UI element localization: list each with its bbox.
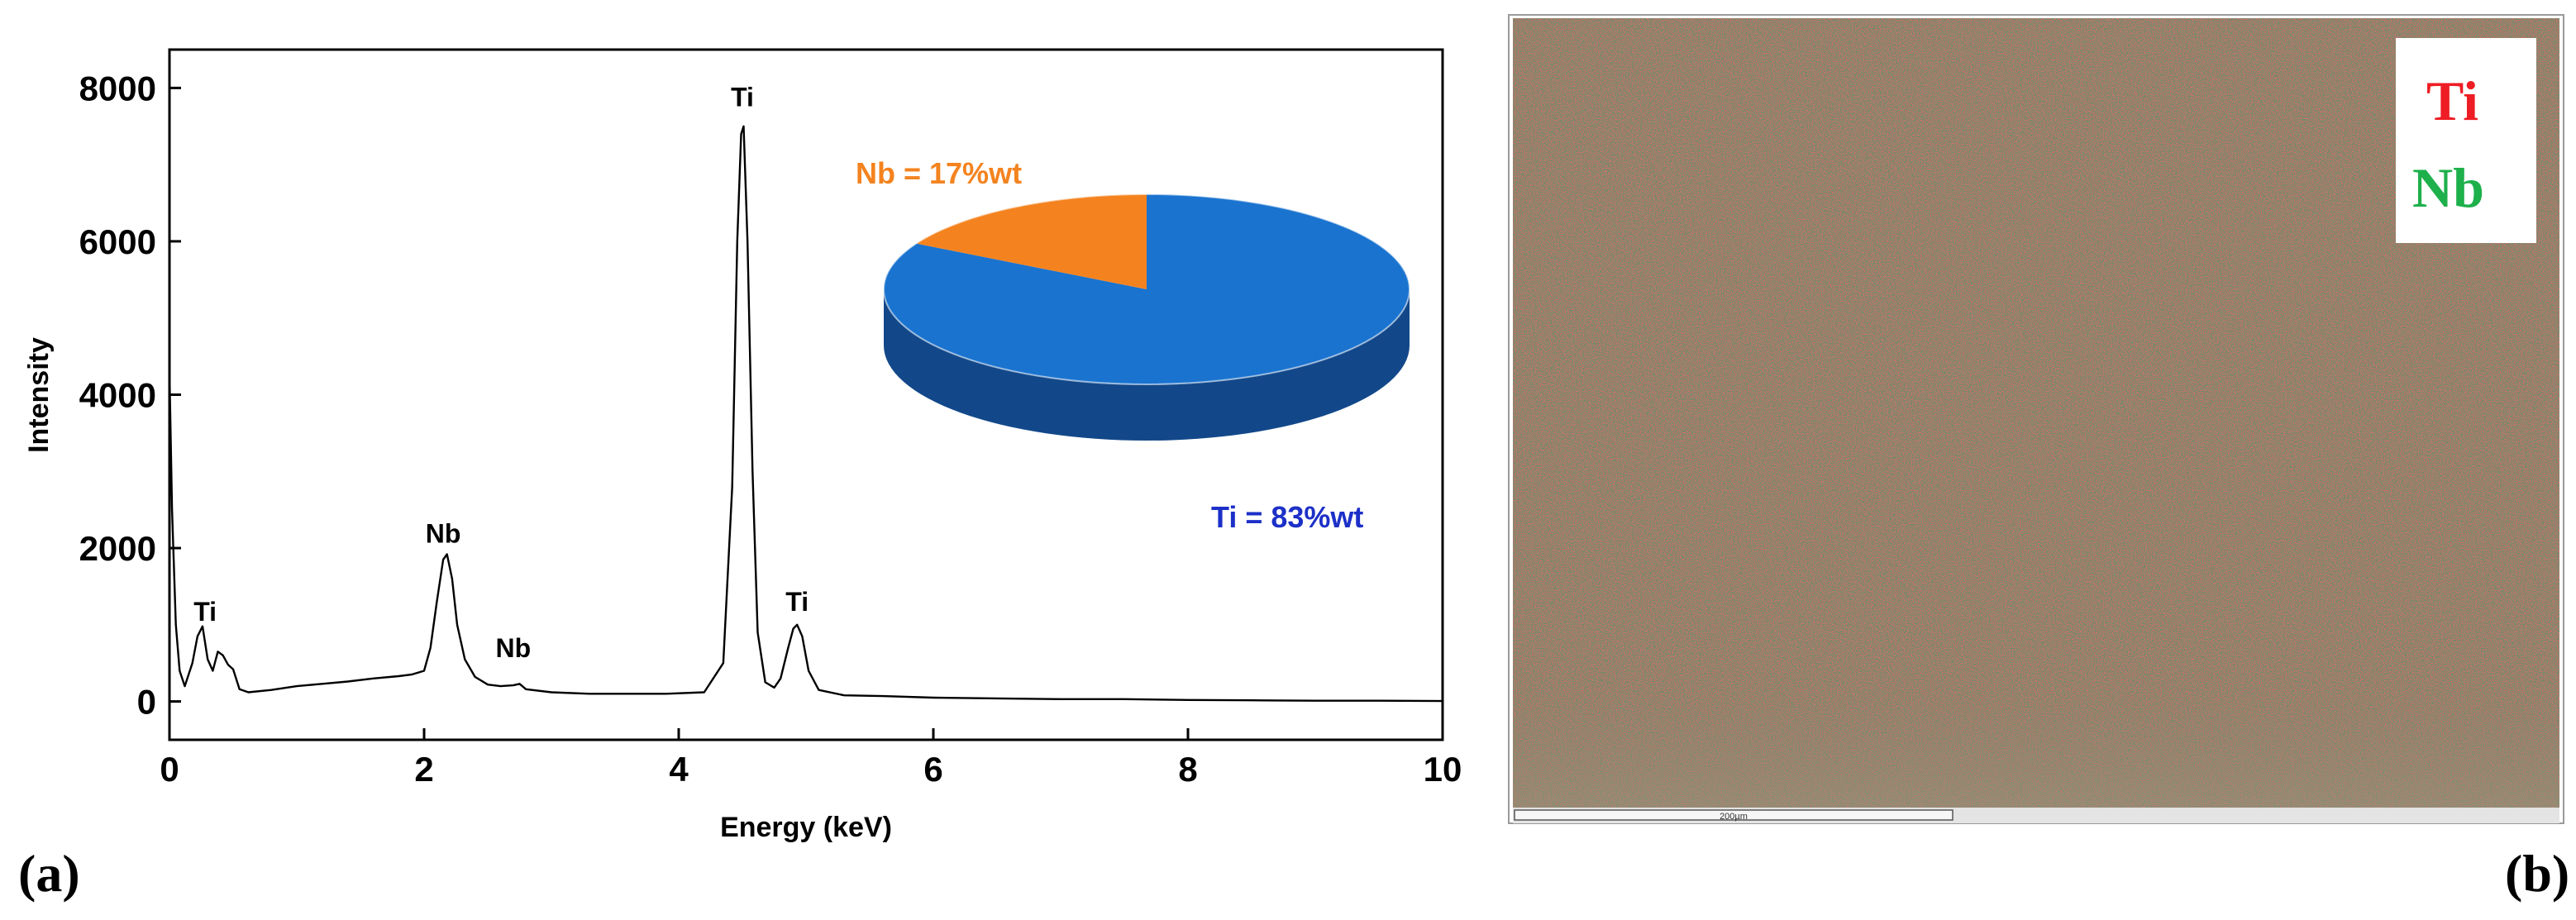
x-tick-label: 10 [1424,750,1462,789]
pie-label-nb: Nb = 17%wt [856,156,1022,190]
y-tick-label: 4000 [79,376,156,415]
composition-pie-chart: Nb = 17%wt Ti = 83%wt [856,156,1410,534]
y-tick-label: 6000 [79,222,156,261]
y-axis-tick-labels: 0 2000 4000 6000 8000 [79,69,156,721]
pie-slice-ti [883,194,1410,384]
panel-label-a: (a) [18,844,80,903]
legend-nb: Nb [2412,156,2484,219]
x-tick-label: 6 [923,750,942,789]
pie-rim [883,193,1410,385]
x-axis-title: Energy (keV) [720,812,892,843]
eds-spectrum-panel: 0 2 4 6 8 10 0 2000 4000 6000 8000 Ti Nb Nb Ti Ti Ene… [18,48,1462,903]
peak-labels: Ti Nb Nb Ti Ti [193,83,809,663]
map-legend: Ti Nb [2396,38,2536,243]
pie-label-ti: Ti = 83%wt [1211,500,1363,534]
y-axis-title: Intensity [23,337,55,453]
peak-label: Nb [426,519,461,549]
x-axis-ticks [168,728,1444,740]
peak-label: Ti [193,597,217,627]
x-tick-label: 0 [160,750,179,789]
peak-label: Nb [495,633,531,663]
x-tick-label: 4 [669,750,689,789]
y-tick-label: 8000 [79,69,156,107]
y-tick-label: 0 [137,683,156,722]
x-tick-label: 2 [414,750,433,789]
spectrum-line [168,125,1443,703]
x-tick-label: 8 [1178,750,1197,789]
y-axis-ticks [169,86,181,703]
peak-label: Ti [731,83,754,112]
elemental-map-panel: 200µm Ti Nb (b) [1508,14,2569,903]
map-bottom-shading [1513,18,2559,808]
scale-bar [1514,809,1953,821]
x-axis-tick-labels: 0 2 4 6 8 10 [160,750,1462,789]
map-legend-box [2396,38,2536,243]
legend-ti: Ti [2426,69,2478,132]
pie-side-wall [884,289,1410,441]
y-tick-label: 2000 [79,529,156,568]
scale-bar-label: 200µm [1720,812,1748,822]
peak-label: Ti [785,587,809,617]
panel-label-b: (b) [2505,844,2569,903]
